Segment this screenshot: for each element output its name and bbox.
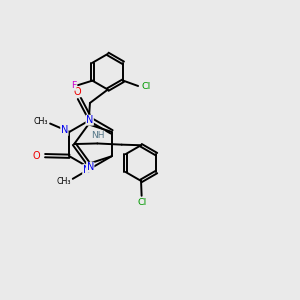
Text: N: N [87, 162, 94, 172]
Text: NH: NH [91, 131, 105, 140]
Text: N: N [61, 125, 68, 135]
Text: F: F [70, 81, 76, 90]
Text: CH₃: CH₃ [34, 117, 49, 126]
Text: Cl: Cl [138, 198, 147, 207]
Text: CH₃: CH₃ [57, 177, 71, 186]
Text: O: O [33, 151, 40, 160]
Text: N: N [83, 165, 90, 175]
Text: N: N [86, 115, 93, 125]
Text: Cl: Cl [141, 82, 151, 91]
Text: O: O [74, 87, 82, 97]
